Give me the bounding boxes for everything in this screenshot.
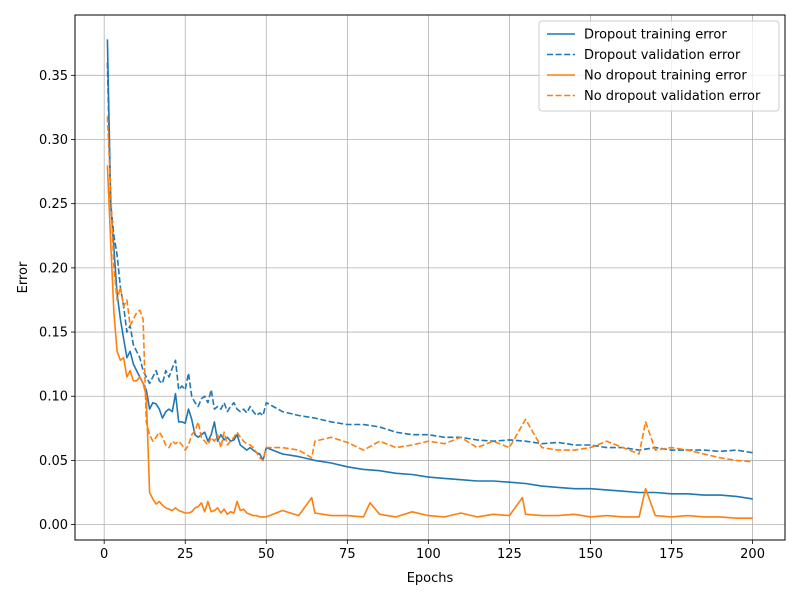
plot-frame — [74, 14, 786, 541]
y-tick-label: 0.35 — [39, 69, 68, 84]
series-line-no-dropout-training-error — [106, 165, 753, 520]
y-axis-ticks: 0.00 0.05 0.10 0.15 0.20 0.25 0.30 0.35 — [39, 69, 75, 533]
legend-label: Dropout validation error — [584, 48, 741, 63]
x-tick-label: 150 — [578, 547, 603, 562]
plot-lines — [106, 39, 753, 520]
y-tick-label: 0.00 — [39, 518, 68, 533]
x-tick-label: 200 — [740, 547, 765, 562]
legend: Dropout training error Dropout validation… — [538, 20, 780, 112]
x-tick-label: 125 — [497, 547, 522, 562]
y-tick-label: 0.05 — [39, 454, 68, 469]
y-tick-label: 0.30 — [39, 133, 68, 148]
series-line-dropout-training-error — [106, 39, 753, 500]
y-axis-label: Error — [16, 261, 31, 293]
legend-box — [538, 20, 780, 112]
y-tick-label: 0.10 — [39, 390, 68, 405]
series-line-no-dropout-validation-error — [106, 116, 753, 463]
x-tick-label: 25 — [177, 547, 194, 562]
legend-label: No dropout training error — [584, 69, 747, 84]
y-tick-label: 0.25 — [39, 197, 68, 212]
x-tick-label: 175 — [659, 547, 684, 562]
x-tick-label: 0 — [100, 547, 108, 562]
y-tick-label: 0.15 — [39, 326, 68, 341]
x-axis-label: Epochs — [407, 571, 454, 586]
y-tick-label: 0.20 — [39, 261, 68, 276]
legend-label: No dropout validation error — [584, 89, 761, 104]
x-tick-label: 75 — [339, 547, 356, 562]
x-axis-ticks: 0 25 50 75 100 125 150 175 200 — [100, 540, 765, 562]
legend-label: Dropout training error — [584, 28, 727, 43]
series-line-dropout-validation-error — [106, 62, 753, 454]
x-tick-label: 100 — [416, 547, 441, 562]
x-tick-label: 50 — [258, 547, 275, 562]
